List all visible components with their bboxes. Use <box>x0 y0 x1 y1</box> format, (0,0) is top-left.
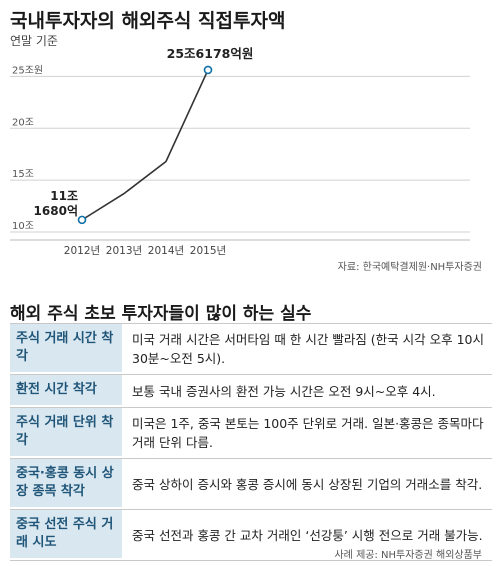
y-tick-label: 25조원 <box>12 64 43 76</box>
y-tick-label: 10조 <box>12 221 34 232</box>
mistake-label: 중국·홍콩 동시 상장 종목 착각 <box>10 459 122 509</box>
mistake-row: 중국 선전 주식 거래 시도 중국 선전과 홍콩 간 교차 거래인 ‘선강퉁’ 시… <box>10 510 492 561</box>
data-label-2015: 25조6178억원 <box>167 46 254 61</box>
mistake-label: 주식 거래 단위 착각 <box>10 408 122 458</box>
chart-source: 자료: 한국예탁결제원·NH투자증권 <box>337 262 482 273</box>
data-label-2012-line1: 11조 <box>50 189 78 203</box>
x-tick-label: 2012년 <box>64 245 100 257</box>
series-line <box>81 69 209 221</box>
chart-title: 국내투자자의 해외주식 직접투자액 <box>10 10 286 32</box>
credit-line: 사례 제공: NH투자증권 해외상품부 <box>334 550 482 561</box>
mistake-description: 미국은 1주, 중국 본토는 100주 단위로 거래. 일본·홍콩은 종목마다 … <box>132 416 484 450</box>
mistake-description: 미국 거래 시간은 서머타임 때 한 시간 빨라짐 (한국 시각 오후 10시 … <box>132 332 484 366</box>
chart-section: 국내투자자의 해외주식 직접투자액 연말 기준 10조 15조 20조 25조원 201… <box>10 10 482 273</box>
x-tick-label: 2014년 <box>148 245 184 257</box>
y-tick-label: 15조 <box>12 169 34 180</box>
mistake-label: 주식 거래 시간 착각 <box>10 324 122 374</box>
mistake-label: 환전 시간 착각 <box>10 375 122 407</box>
x-tick-label: 2015년 <box>190 245 226 257</box>
mistake-row: 주식 거래 시간 착각 미국 거래 시간은 서머타임 때 한 시간 빨라짐 (한국… <box>10 323 492 375</box>
mistake-row: 중국·홍콩 동시 상장 종목 착각 중국 상하이 증시와 홍콩 증시에 동시 상장… <box>10 459 492 510</box>
data-point-2012 <box>77 215 87 225</box>
mistakes-table: 주식 거래 시간 착각 미국 거래 시간은 서머타임 때 한 시간 빨라짐 (한국… <box>10 323 492 561</box>
mistake-label: 중국 선전 주식 거래 시도 <box>10 510 122 560</box>
mistake-row: 주식 거래 단위 착각 미국은 1주, 중국 본토는 100주 단위로 거래. 일… <box>10 408 492 459</box>
data-label-2012-line2: 1680억 <box>34 204 78 218</box>
mistake-description: 중국 선전과 홍콩 간 교차 거래인 ‘선강퉁’ 시행 전으로 거래 불가능. <box>132 527 483 543</box>
mistake-description: 중국 상하이 증시와 홍콩 증시에 동시 상장된 기업의 거래소를 착각. <box>132 476 483 492</box>
y-tick-label: 20조 <box>12 117 34 128</box>
section-title: 해외 주식 초보 투자자들이 많이 하는 실수 <box>10 304 312 324</box>
line-chart: 10조 15조 20조 25조원 2012년 2013년 2014년 2015년 11조1680… <box>10 46 470 257</box>
x-tick-label: 2013년 <box>106 245 142 257</box>
chart-subtitle: 연말 기준 <box>10 34 58 48</box>
data-point-2015 <box>203 65 213 75</box>
mistake-description: 보통 국내 증권사의 환전 가능 시간은 오전 9시~오후 4시. <box>132 383 436 399</box>
mistake-row: 환전 시간 착각 보통 국내 증권사의 환전 가능 시간은 오전 9시~오후 4시… <box>10 375 492 408</box>
